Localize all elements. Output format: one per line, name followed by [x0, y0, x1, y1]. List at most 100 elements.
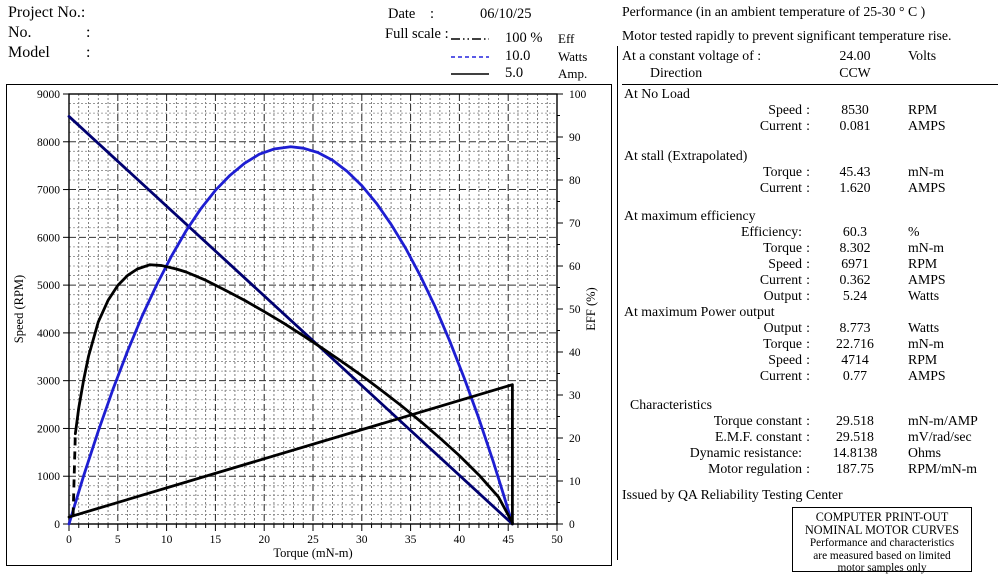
row-colon: : — [806, 336, 810, 351]
row-colon: : — [806, 368, 810, 383]
row-label: Current — [759, 368, 802, 383]
voltage-label: At a constant voltage of : — [622, 48, 762, 63]
speed-line — [67, 115, 514, 526]
row-colon: : — [806, 102, 810, 117]
date-label: Date — [388, 6, 416, 22]
performance-panel: Performance (in an ambient temperature o… — [622, 0, 998, 574]
row-unit: mV/rad/sec — [908, 429, 972, 444]
row-unit: AMPS — [908, 272, 946, 287]
svg-text:10: 10 — [161, 534, 173, 546]
row-label: Torque — [763, 240, 802, 255]
row-value: 5.24 — [842, 288, 868, 303]
svg-text:100: 100 — [569, 89, 587, 101]
performance-title: Performance (in an ambient temperature o… — [622, 4, 926, 19]
row-value: 22.716 — [836, 336, 874, 351]
row-unit: AMPS — [908, 368, 946, 383]
row-colon: : — [806, 240, 810, 255]
row-unit: RPM — [908, 352, 938, 367]
legend-row-eff: 100 % Eff — [450, 30, 620, 48]
row-label: Output — [763, 288, 802, 303]
row-label: Dynamic resistance: — [689, 445, 802, 460]
data-row: Current: 1.620 AMPS — [622, 180, 998, 196]
row-value: 6971 — [841, 256, 869, 271]
row-colon: : — [806, 180, 810, 195]
row-colon: : — [806, 352, 810, 367]
svg-text:5: 5 — [115, 534, 121, 546]
svg-text:5000: 5000 — [37, 280, 60, 292]
row-unit: Ohms — [908, 445, 941, 460]
row-unit: Watts — [908, 320, 940, 335]
stamp-line-5: motor samples only — [837, 562, 927, 574]
row-unit: Watts — [908, 288, 940, 303]
svg-text:10: 10 — [569, 476, 581, 488]
data-row: Current: 0.362 AMPS — [622, 272, 998, 288]
data-row: E.M.F. constant: 29.518 mV/rad/sec — [622, 429, 998, 445]
row-label: Current — [759, 180, 802, 195]
direction-rule — [622, 84, 998, 85]
voltage-value: 24.00 — [839, 48, 871, 63]
row-value: 8.773 — [839, 320, 871, 335]
data-row: Torque: 45.43 mN-m — [622, 164, 998, 180]
row-label: Speed — [768, 352, 802, 367]
row-label: Current — [759, 272, 802, 287]
section-at-maximum-power-output: At maximum Power output Output: 8.773 Watts… — [622, 304, 998, 384]
row-label: Speed — [768, 256, 802, 271]
direction-label: Direction — [650, 65, 703, 80]
test-note: Motor tested rapidly to prevent signific… — [622, 28, 952, 43]
section-at-stall-extrapolated-: At stall (Extrapolated) Torque:45.43 mN-m C… — [622, 148, 998, 196]
stamp-line-2: NOMINAL MOTOR CURVES — [804, 523, 960, 537]
no-label: No. — [8, 24, 32, 41]
date-value: 06/10/25 — [480, 6, 532, 22]
legend-unit: Watts — [558, 49, 588, 64]
row-colon: : — [806, 256, 810, 271]
efficiency-curve — [73, 263, 514, 525]
row-label: Torque — [763, 336, 802, 351]
data-row: Speed: 6971 RPM — [622, 256, 998, 272]
row-colon: : — [806, 164, 810, 179]
data-row: Speed: 4714 RPM — [622, 352, 998, 368]
data-row: Output: 5.24 Watts — [622, 288, 998, 304]
svg-text:2000: 2000 — [37, 423, 60, 435]
row-label: Current — [759, 118, 802, 133]
row-label: Torque — [763, 164, 802, 179]
row-value: 187.75 — [836, 461, 874, 476]
legend-unit: Amp. — [558, 66, 588, 81]
legend-row-watts: 10.0 Watts — [450, 48, 620, 66]
stamp-line-1: COMPUTER PRINT-OUT — [815, 510, 949, 524]
svg-text:7000: 7000 — [37, 185, 60, 197]
row-unit: RPM — [908, 102, 938, 117]
section-title: At No Load — [624, 86, 690, 101]
row-unit: % — [908, 224, 920, 239]
data-row: Output: 8.773 Watts — [622, 320, 998, 336]
svg-text:6000: 6000 — [37, 232, 60, 244]
motor-curves-chart: 0 5 10 15 20 25 30 35 40 45 50 0 1000 2000 3000 4000 500… — [6, 84, 612, 566]
svg-text:Speed (RPM): Speed (RPM) — [12, 275, 26, 343]
current-line — [67, 383, 514, 526]
section-title: At stall (Extrapolated) — [624, 148, 748, 163]
row-value: 14.8138 — [832, 445, 878, 460]
row-unit: mN-m — [908, 240, 945, 255]
legend-dashed-line-icon — [451, 56, 489, 58]
svg-text:1000: 1000 — [37, 471, 60, 483]
power-output-curve — [67, 145, 514, 526]
row-value: 29.518 — [836, 413, 874, 428]
section-at-no-load: At No Load Speed: 8530 RPM Current: 0.081 AMPS — [622, 86, 998, 134]
svg-text:4000: 4000 — [37, 328, 60, 340]
legend-value: 5.0 — [505, 65, 524, 81]
data-row: Motor regulation: 187.75 RPM/mN-m — [622, 461, 998, 477]
row-value: 1.620 — [839, 180, 871, 195]
row-label: Speed — [768, 102, 802, 117]
svg-text:20: 20 — [569, 433, 581, 445]
row-colon: : — [806, 272, 810, 287]
data-row: Efficiency: 60.3% — [622, 224, 998, 240]
row-label: Efficiency: — [740, 224, 802, 239]
row-value: 0.362 — [839, 272, 871, 287]
fullscale-label: Full scale : — [385, 26, 449, 42]
legend-value: 10.0 — [505, 48, 531, 64]
row-colon: : — [806, 288, 810, 303]
svg-text:45: 45 — [502, 534, 514, 546]
panel-divider — [617, 46, 618, 560]
direction-value: CCW — [839, 65, 871, 80]
row-unit: AMPS — [908, 118, 946, 133]
row-unit: mN-m/AMP — [908, 413, 978, 428]
